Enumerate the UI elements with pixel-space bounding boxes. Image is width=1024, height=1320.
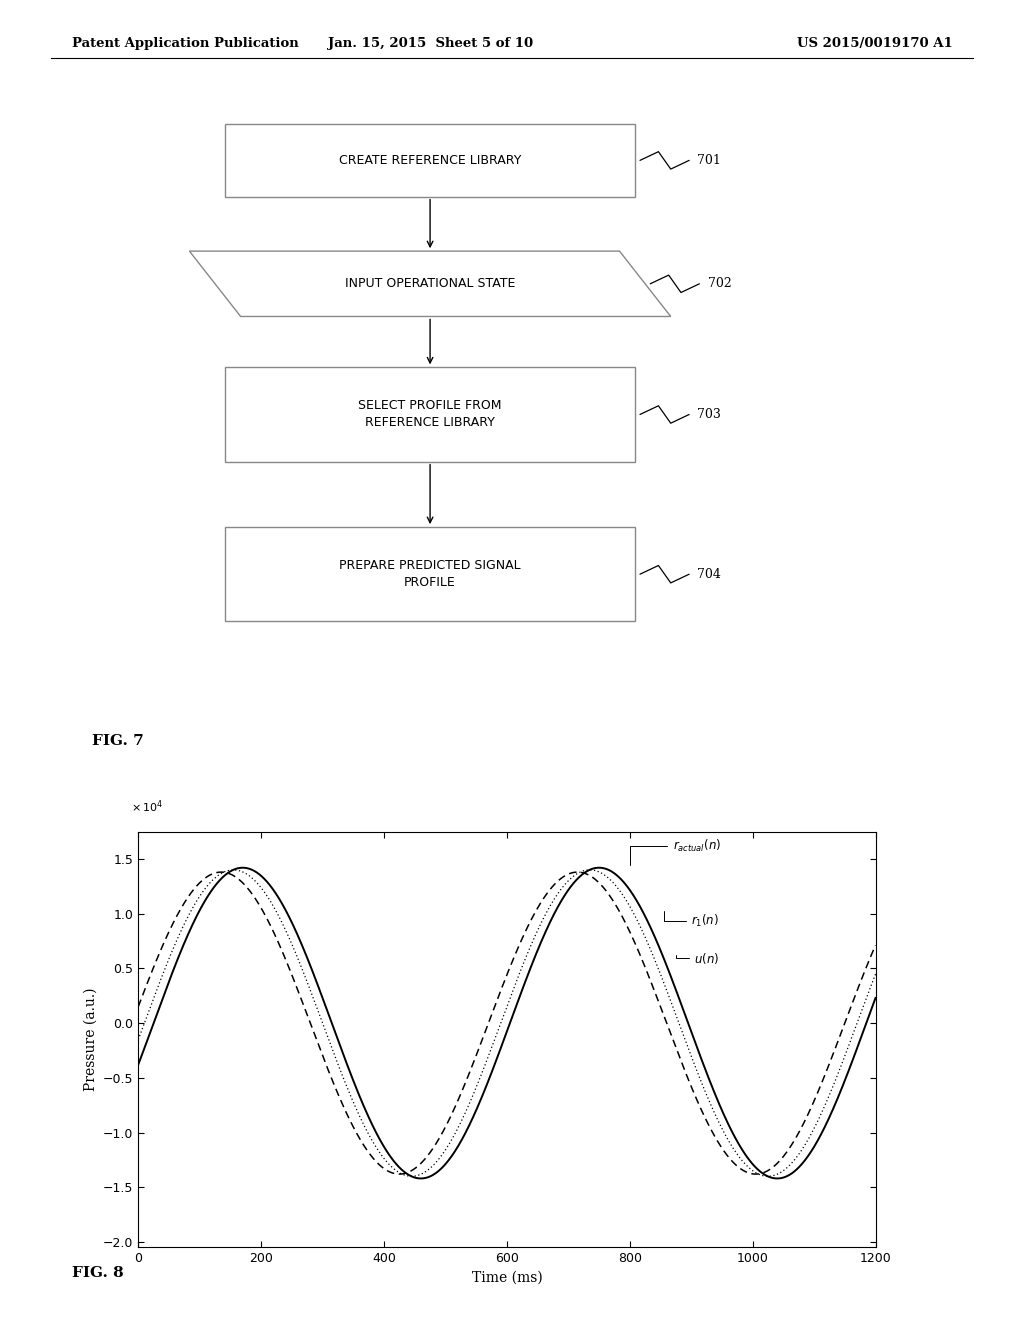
Text: INPUT OPERATIONAL STATE: INPUT OPERATIONAL STATE [345,277,515,290]
FancyBboxPatch shape [225,367,635,462]
Text: $u(n)$: $u(n)$ [676,950,719,966]
Text: Patent Application Publication: Patent Application Publication [72,37,298,50]
Y-axis label: Pressure (a.u.): Pressure (a.u.) [83,987,97,1092]
Text: 703: 703 [697,408,721,421]
FancyBboxPatch shape [225,527,635,622]
Text: 704: 704 [697,568,721,581]
Text: 701: 701 [697,154,721,166]
Text: Jan. 15, 2015  Sheet 5 of 10: Jan. 15, 2015 Sheet 5 of 10 [328,37,532,50]
FancyBboxPatch shape [225,124,635,197]
Text: SELECT PROFILE FROM
REFERENCE LIBRARY: SELECT PROFILE FROM REFERENCE LIBRARY [358,400,502,429]
Text: CREATE REFERENCE LIBRARY: CREATE REFERENCE LIBRARY [339,154,521,166]
Text: US 2015/0019170 A1: US 2015/0019170 A1 [797,37,952,50]
Text: FIG. 8: FIG. 8 [72,1266,124,1280]
Text: PREPARE PREDICTED SIGNAL
PROFILE: PREPARE PREDICTED SIGNAL PROFILE [339,560,521,589]
Polygon shape [189,251,671,317]
X-axis label: Time (ms): Time (ms) [471,1271,543,1284]
Text: FIG. 7: FIG. 7 [92,734,144,748]
Text: $\times\,10^4$: $\times\,10^4$ [131,799,163,814]
Text: 702: 702 [708,277,731,290]
Text: $r_1(n)$: $r_1(n)$ [664,911,719,929]
Text: $r_{actual}(n)$: $r_{actual}(n)$ [630,838,721,865]
